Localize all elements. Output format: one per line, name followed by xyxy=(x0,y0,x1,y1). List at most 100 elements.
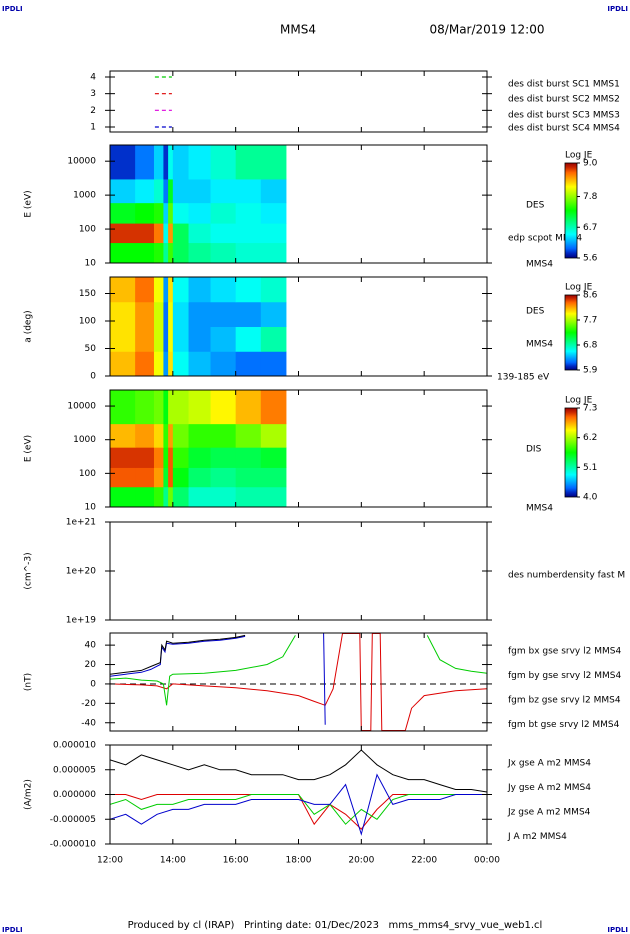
heat-cell xyxy=(163,277,169,303)
y-tick-label: 100 xyxy=(79,317,96,327)
heat-cell xyxy=(168,486,174,507)
chart-title: MMS4 xyxy=(280,23,316,37)
heat-cell xyxy=(210,202,237,224)
logo: IPDLI xyxy=(2,926,23,934)
heat-cell xyxy=(110,486,136,507)
heat-cell xyxy=(153,447,164,468)
legend-label: Jz gse A m2 MMS4 xyxy=(507,808,591,818)
panel xyxy=(154,76,172,128)
y-tick-label: 0.000000 xyxy=(53,790,96,800)
colorbar-tick-label: 7.7 xyxy=(583,316,597,326)
heat-cell xyxy=(163,326,169,352)
heat-cell xyxy=(260,326,287,352)
heat-cell xyxy=(163,242,169,263)
legend-label: des dist burst SC4 MMS4 xyxy=(508,124,620,134)
y-tick-label: -20 xyxy=(81,699,96,709)
colorbar-tick-label: 5.6 xyxy=(583,254,598,264)
logo: IPDLI xyxy=(607,5,628,13)
y-tick-label: -40 xyxy=(81,718,96,728)
annotation: edp scpot MMS4 xyxy=(508,234,582,244)
heat-cell xyxy=(188,242,212,263)
heat-cell xyxy=(235,145,262,180)
legend-label: Jy gse A m2 MMS4 xyxy=(507,783,591,793)
y-tick-label: 1e+19 xyxy=(66,616,97,626)
heat-cell xyxy=(110,178,136,204)
colorbar-tick-label: 9.0 xyxy=(583,159,598,169)
heat-cell xyxy=(110,467,136,488)
heat-cell xyxy=(188,447,212,468)
legend-label: Jx gse A m2 MMS4 xyxy=(507,759,591,769)
heat-cell xyxy=(210,242,237,263)
annotation: DES xyxy=(526,307,545,317)
y-axis-label: (cm^-3) xyxy=(24,552,34,589)
heat-cell xyxy=(260,486,287,507)
heat-cell xyxy=(235,447,262,468)
heat-cell xyxy=(260,178,287,204)
y-tick-label: 10 xyxy=(85,503,97,513)
heat-cell xyxy=(135,301,155,327)
heat-cell xyxy=(260,351,287,376)
heat-cell xyxy=(235,486,262,507)
x-tick-label: 18:00 xyxy=(286,856,312,866)
heat-cell xyxy=(163,178,169,204)
x-tick-label: 00:00 xyxy=(474,856,500,866)
heat-cell xyxy=(210,390,237,425)
heat-cell xyxy=(110,277,136,303)
series-line xyxy=(110,633,487,731)
heat-cell xyxy=(110,447,136,468)
y-tick-label: 50 xyxy=(85,344,97,354)
logo: IPDLI xyxy=(2,5,23,13)
heat-cell xyxy=(135,447,155,468)
heat-cell xyxy=(235,178,262,204)
legend-label: des dist burst SC2 MMS2 xyxy=(508,95,620,105)
y-tick-label: 1 xyxy=(90,123,96,133)
colorbar-title: Log JE xyxy=(565,396,593,406)
heat-cell xyxy=(153,351,164,376)
heat-cell xyxy=(172,390,190,425)
heat-cell xyxy=(168,223,174,244)
annotation: DES xyxy=(526,201,545,211)
heat-cell xyxy=(135,351,155,376)
heat-cell xyxy=(153,423,164,448)
annotation: MMS4 xyxy=(526,260,553,270)
heat-cell xyxy=(168,178,174,204)
annotation: MMS4 xyxy=(526,340,553,350)
heat-cell xyxy=(188,223,212,244)
heat-cell xyxy=(168,447,174,468)
heat-cell xyxy=(110,301,136,327)
heat-cell xyxy=(210,423,237,448)
heat-cell xyxy=(210,447,237,468)
y-tick-label: 1e+20 xyxy=(66,567,97,577)
heat-cell xyxy=(172,326,190,352)
heat-cell xyxy=(168,390,174,425)
colorbar-tick-label: 6.8 xyxy=(583,341,598,351)
x-tick-label: 12:00 xyxy=(97,856,123,866)
heat-cell xyxy=(172,351,190,376)
legend-label: fgm by gse srvy l2 MMS4 xyxy=(508,671,621,681)
heat-cell xyxy=(210,351,237,376)
colorbar-tick-label: 5.9 xyxy=(583,366,598,376)
heat-cell xyxy=(210,467,237,488)
colorbar xyxy=(564,407,578,498)
y-tick-label: -0.000005 xyxy=(50,815,96,825)
heat-cell xyxy=(135,277,155,303)
legend-label: J A m2 MMS4 xyxy=(507,832,567,842)
heat-cell xyxy=(188,277,212,303)
series-line xyxy=(110,634,246,675)
heat-cell xyxy=(135,423,155,448)
heat-cell xyxy=(168,202,174,224)
heat-cell xyxy=(210,145,237,180)
heat-cell xyxy=(260,223,287,244)
heat-cell xyxy=(235,202,262,224)
x-tick-label: 16:00 xyxy=(223,856,249,866)
x-tick-label: 14:00 xyxy=(160,856,186,866)
y-tick-label: 10 xyxy=(85,259,97,269)
heat-cell xyxy=(260,277,287,303)
footer-text: Produced by cl (IRAP) Printing date: 01/… xyxy=(128,920,543,931)
colorbar-tick-label: 6.2 xyxy=(583,433,597,443)
heat-cell xyxy=(210,301,237,327)
heat-cell xyxy=(110,390,136,425)
heat-cell xyxy=(235,242,262,263)
panel xyxy=(110,390,287,507)
heat-cell xyxy=(153,145,164,180)
